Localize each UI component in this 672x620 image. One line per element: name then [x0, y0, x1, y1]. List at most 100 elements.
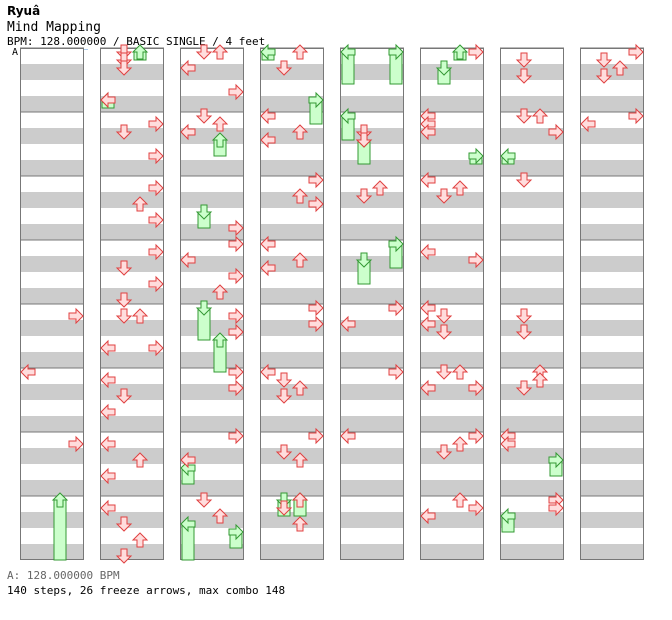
right-arrow-note [468, 499, 484, 517]
beat-stripe [420, 480, 484, 496]
up-arrow-note [371, 180, 389, 196]
beat-stripe [180, 512, 244, 528]
beat-stripe [180, 224, 244, 240]
beat-stripe [420, 416, 484, 432]
beat-stripe [260, 192, 324, 208]
beat-stripe [500, 64, 564, 80]
down-arrow-note [595, 68, 613, 84]
beat-stripe [500, 416, 564, 432]
beat-stripe [260, 512, 324, 528]
up-arrow-note [211, 508, 229, 524]
up-arrow-note [451, 492, 469, 508]
down-arrow-note [115, 260, 133, 276]
beat-stripe [100, 128, 164, 144]
column-border [340, 48, 404, 560]
beat-stripe [20, 416, 84, 432]
beat-stripe [260, 480, 324, 496]
up-arrow-note [291, 492, 309, 508]
freeze-arrow-head [308, 91, 324, 109]
right-arrow-note [228, 307, 244, 325]
bpm-legend: A: 128.000000 BPM [7, 569, 120, 582]
left-arrow-note [260, 235, 276, 253]
left-arrow-note [420, 315, 436, 333]
freeze-arrow-head [548, 451, 564, 469]
beat-stripe [500, 480, 564, 496]
beat-stripe [20, 320, 84, 336]
beat-stripe [260, 256, 324, 272]
beat-stripe [100, 256, 164, 272]
beat-stripe [20, 544, 84, 560]
right-arrow-note [228, 83, 244, 101]
beat-stripe [180, 544, 244, 560]
left-arrow-note [100, 339, 116, 357]
up-arrow-note [451, 364, 469, 380]
beat-stripe [420, 64, 484, 80]
beat-stripe [100, 320, 164, 336]
left-arrow-note [100, 371, 116, 389]
beat-stripe [580, 320, 644, 336]
beat-stripe [500, 96, 564, 112]
beat-stripe [260, 160, 324, 176]
right-arrow-note [228, 363, 244, 381]
beat-stripe [260, 64, 324, 80]
beat-stripe [260, 416, 324, 432]
left-arrow-note [420, 243, 436, 261]
left-arrow-note [100, 467, 116, 485]
beat-stripe [580, 96, 644, 112]
left-arrow-note [420, 123, 436, 141]
chart-stats: 140 steps, 26 freeze arrows, max combo 1… [7, 584, 286, 597]
up-arrow-note [291, 516, 309, 532]
freeze-arrow-head [131, 44, 149, 60]
freeze-arrow-head [180, 515, 196, 533]
down-arrow-note [515, 324, 533, 340]
column-border [100, 48, 164, 560]
beat-stripe [180, 384, 244, 400]
down-arrow-note [515, 308, 533, 324]
left-arrow-note [260, 259, 276, 277]
freeze-arrow-head [340, 43, 356, 61]
beat-stripe [420, 384, 484, 400]
beat-stripe [180, 96, 244, 112]
beat-stripe [100, 288, 164, 304]
beat-stripe [340, 256, 404, 272]
beat-stripe [580, 64, 644, 80]
beat-stripe [420, 192, 484, 208]
left-arrow-note [180, 451, 196, 469]
beat-stripe [180, 480, 244, 496]
right-arrow-note [148, 275, 164, 293]
beat-stripe [260, 352, 324, 368]
beat-stripe [580, 256, 644, 272]
down-arrow-note [275, 388, 293, 404]
up-arrow-note [291, 452, 309, 468]
beat-stripe [340, 480, 404, 496]
up-arrow-note [211, 44, 229, 60]
bpm-marker-label: A [12, 47, 19, 58]
freeze-arrow-head [195, 300, 213, 316]
up-arrow-note [211, 116, 229, 132]
beat-stripe [100, 544, 164, 560]
beat-stripe [500, 192, 564, 208]
freeze-arrow-head [211, 332, 229, 348]
freeze-arrow-head [500, 507, 516, 525]
beat-stripe [420, 320, 484, 336]
up-arrow-note [291, 44, 309, 60]
right-arrow-note [308, 427, 324, 445]
beat-stripe [420, 160, 484, 176]
right-arrow-note [228, 219, 244, 237]
right-arrow-note [628, 107, 644, 125]
right-arrow-note [228, 323, 244, 341]
beat-stripe [260, 128, 324, 144]
beat-stripe [100, 224, 164, 240]
left-arrow-note [20, 363, 36, 381]
beat-stripe [340, 320, 404, 336]
left-arrow-note [100, 435, 116, 453]
right-arrow-note [628, 43, 644, 61]
column-border [20, 48, 84, 560]
artist-name: Ryuâ [7, 4, 41, 18]
beat-stripe [20, 512, 84, 528]
down-arrow-note [355, 188, 373, 204]
beat-stripe [500, 352, 564, 368]
right-arrow-note [148, 179, 164, 197]
beat-stripe [340, 224, 404, 240]
beat-stripe [100, 352, 164, 368]
